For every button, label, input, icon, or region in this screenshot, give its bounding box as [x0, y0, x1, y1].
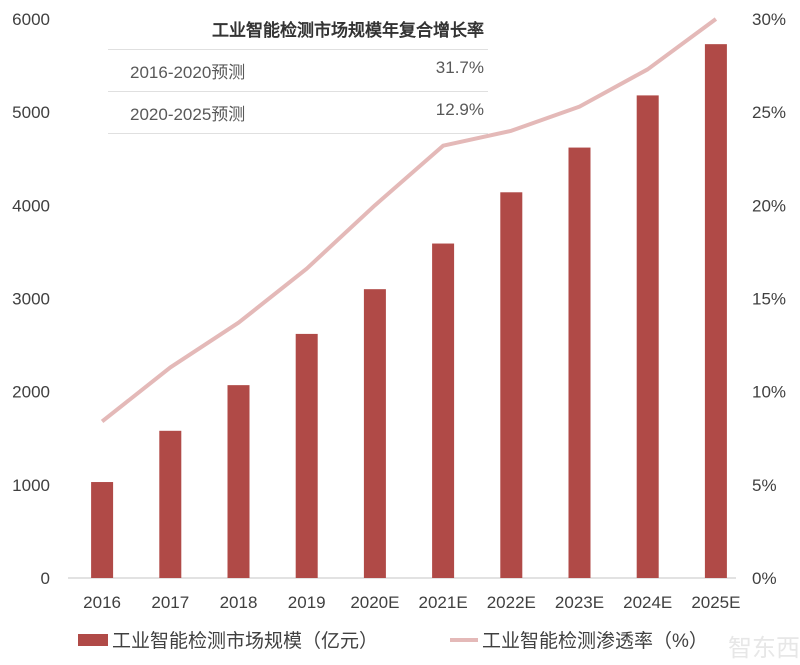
- y-left-tick-label: 5000: [12, 103, 50, 122]
- bar: [500, 192, 523, 579]
- legend-swatch-line: [450, 637, 479, 642]
- x-tick-label: 2020E: [350, 593, 399, 612]
- legend-label-bar: 工业智能检测市场规模（亿元）: [112, 631, 379, 652]
- cagr-label: 2016-2020预测: [130, 63, 246, 82]
- cagr-table: 工业智能检测市场规模年复合增长率 2016-2020预测 31.7% 2020-…: [108, 12, 488, 134]
- y-left-tick-label: 3000: [12, 290, 50, 309]
- y-right-tick-label: 30%: [752, 10, 786, 29]
- y-right-tick-label: 5%: [752, 476, 777, 495]
- x-tick-label: 2025E: [691, 593, 740, 612]
- legend-label-line: 工业智能检测渗透率（%）: [482, 631, 708, 652]
- y-right-tick-label: 25%: [752, 103, 786, 122]
- bar: [704, 44, 727, 578]
- legend-swatch-bar: [78, 633, 108, 646]
- y-right-tick-label: 20%: [752, 196, 786, 215]
- cagr-value: 12.9%: [435, 100, 484, 119]
- x-tick-label: 2024E: [623, 593, 672, 612]
- bar: [159, 430, 182, 578]
- x-tick-label: 2023E: [555, 593, 604, 612]
- bar: [295, 333, 318, 578]
- cagr-row: 2020-2025预测 12.9%: [108, 92, 488, 134]
- bar: [432, 243, 455, 578]
- x-tick-label: 2019: [288, 593, 326, 612]
- x-tick-label: 2016: [83, 593, 121, 612]
- legend: 工业智能检测市场规模（亿元） 工业智能检测渗透率（%）: [78, 626, 708, 653]
- x-tick-label: 2021E: [419, 593, 468, 612]
- cagr-value: 31.7%: [435, 58, 484, 77]
- penetration-line: [100, 17, 718, 424]
- y-left-tick-label: 1000: [12, 476, 50, 495]
- bar: [91, 482, 114, 578]
- cagr-row: 2016-2020预测 31.7%: [108, 50, 488, 92]
- bar: [636, 95, 659, 578]
- x-tick-label: 2017: [151, 593, 189, 612]
- cagr-title: 工业智能检测市场规模年复合增长率: [108, 12, 488, 50]
- y-left-tick-label: 0: [41, 569, 50, 588]
- y-left-tick-label: 2000: [12, 383, 50, 402]
- y-left-tick-label: 4000: [12, 196, 50, 215]
- watermark-logo: 智东西: [728, 635, 800, 662]
- bar: [227, 385, 250, 578]
- y-right-tick-label: 0%: [752, 569, 777, 588]
- y-right-tick-label: 10%: [752, 383, 786, 402]
- bar: [363, 289, 386, 578]
- x-tick-label: 2022E: [487, 593, 536, 612]
- bar: [568, 147, 591, 578]
- y-right-tick-label: 15%: [752, 290, 786, 309]
- x-tick-label: 2018: [220, 593, 258, 612]
- y-left-tick-label: 6000: [12, 10, 50, 29]
- cagr-label: 2020-2025预测: [130, 105, 246, 124]
